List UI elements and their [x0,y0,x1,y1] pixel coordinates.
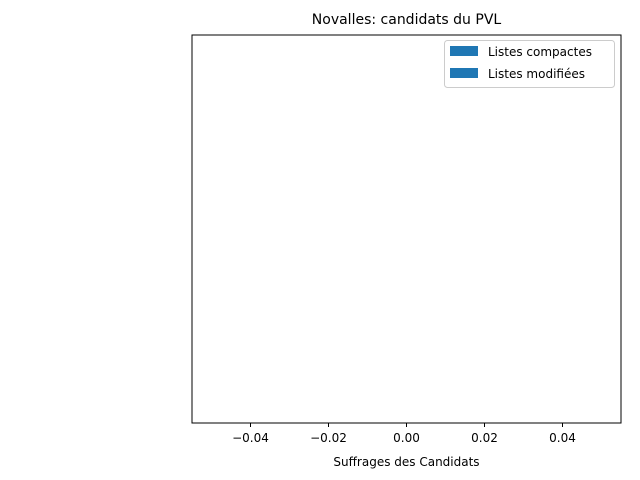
legend-label-listes-compactes: Listes compactes [488,45,592,59]
x-axis-ticks: −0.04 −0.02 0.00 0.02 0.04 [232,423,576,445]
x-axis-label: Suffrages des Candidats [333,455,479,469]
legend-swatch-listes-compactes [450,46,478,56]
x-tick-label: −0.02 [310,431,347,445]
plot-area [191,34,622,424]
legend: Listes compactes Listes modifiées [444,40,615,88]
x-tick-label: −0.04 [232,431,269,445]
x-tick-label: 0.02 [471,431,498,445]
legend-label-listes-modifiees: Listes modifiées [488,67,585,81]
chart-title: Novalles: candidats du PVL [312,12,502,28]
legend-swatch-listes-modifiees [450,68,478,78]
legend-box [444,40,615,88]
x-tick-label: 0.00 [393,431,420,445]
x-tick-label: 0.04 [549,431,576,445]
